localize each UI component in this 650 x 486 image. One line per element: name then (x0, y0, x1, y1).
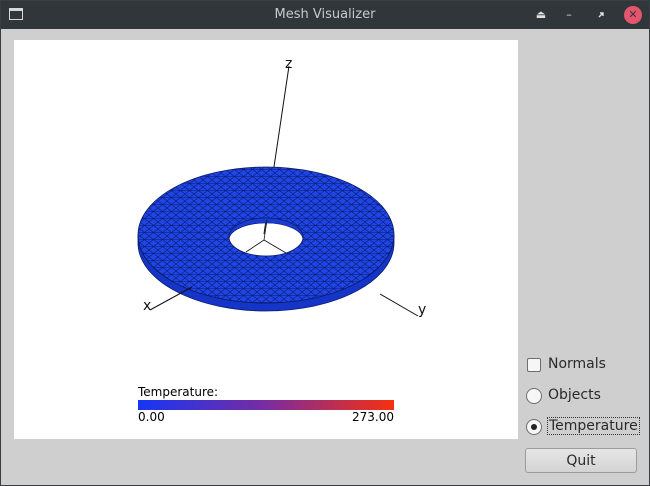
minimize-icon[interactable]: – (566, 8, 572, 21)
normals-checkbox[interactable]: Normals (525, 355, 635, 377)
normals-checkbox-box[interactable] (527, 358, 541, 372)
x-axis-inner (245, 239, 265, 253)
window-app-icon[interactable] (9, 8, 23, 20)
objects-radio[interactable]: Objects (525, 386, 635, 408)
z-axis-label: z (285, 56, 293, 72)
keep-above-icon[interactable]: ⏏ (535, 8, 547, 21)
mesh-render (137, 65, 419, 317)
title-bar[interactable]: Mesh Visualizer ⏏ – ✕ (1, 1, 649, 29)
mesh-viewport[interactable]: z x y Temperature: 0.00 273.00 (14, 40, 518, 439)
y-axis-label: y (418, 302, 427, 318)
x-axis-label: x (143, 298, 152, 314)
y-axis-inner (263, 239, 287, 254)
temperature-radio[interactable]: Temperature (525, 417, 640, 439)
mesh-surface (137, 166, 395, 304)
normals-label[interactable]: Normals (548, 356, 606, 372)
temperature-label[interactable]: Temperature (547, 417, 640, 435)
mesh-inner-wall (228, 217, 304, 241)
window-title: Mesh Visualizer (274, 7, 376, 22)
temperature-radio-circle[interactable] (526, 419, 542, 435)
objects-radio-circle[interactable] (526, 388, 542, 404)
legend-title: Temperature: (138, 385, 219, 399)
x-axis-line (149, 286, 193, 311)
legend-max-value: 273.00 (352, 410, 394, 424)
radio-selected-dot (531, 424, 537, 430)
maximize-icon[interactable] (592, 6, 610, 24)
z-axis-inner (263, 219, 268, 241)
close-icon[interactable]: ✕ (624, 6, 642, 24)
y-axis-line (379, 293, 419, 317)
quit-button[interactable]: Quit (525, 448, 637, 473)
objects-label[interactable]: Objects (548, 387, 601, 403)
temperature-color-bar (138, 400, 394, 410)
legend-min-value: 0.00 (138, 410, 165, 424)
